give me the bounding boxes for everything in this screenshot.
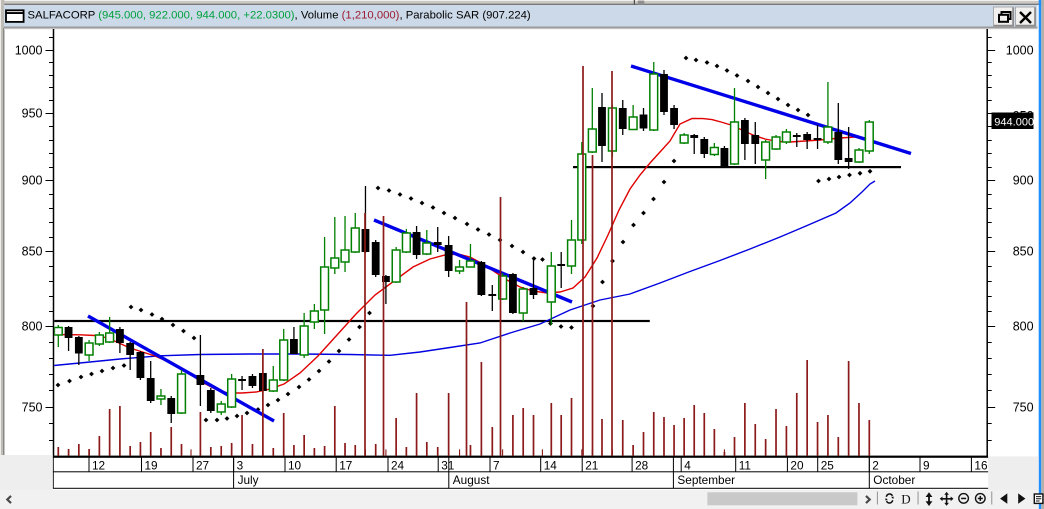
svg-text:July: July — [238, 473, 259, 487]
svg-text:27: 27 — [196, 458, 209, 472]
svg-text:October: October — [873, 473, 915, 487]
svg-text:900: 900 — [22, 174, 43, 188]
svg-text:3: 3 — [237, 458, 244, 472]
svg-text:D: D — [901, 491, 910, 506]
svg-text:21: 21 — [585, 458, 598, 472]
svg-text:800: 800 — [22, 320, 43, 334]
svg-text:24: 24 — [391, 458, 405, 472]
svg-text:4: 4 — [684, 458, 691, 472]
svg-text:September: September — [677, 473, 735, 487]
svg-text:14: 14 — [544, 458, 558, 472]
svg-text:17: 17 — [339, 458, 352, 472]
svg-text:16: 16 — [974, 458, 988, 472]
svg-text:SALFACORP (945.000, 922.000, 9: SALFACORP (945.000, 922.000, 944.000, +2… — [28, 9, 531, 21]
svg-text:19: 19 — [145, 458, 158, 472]
svg-text:10: 10 — [288, 458, 302, 472]
svg-text:25: 25 — [821, 458, 835, 472]
svg-text:750: 750 — [22, 401, 43, 415]
svg-text:11: 11 — [739, 458, 751, 472]
svg-text:31: 31 — [441, 458, 454, 472]
svg-text:850: 850 — [1013, 245, 1034, 259]
svg-text:1000: 1000 — [1006, 44, 1034, 58]
svg-text:850: 850 — [22, 245, 43, 259]
svg-text:950: 950 — [22, 107, 43, 121]
svg-text:800: 800 — [1013, 320, 1034, 334]
svg-text:2: 2 — [872, 458, 879, 472]
svg-text:20: 20 — [790, 458, 804, 472]
svg-text:12: 12 — [92, 458, 105, 472]
svg-text:August: August — [453, 473, 490, 487]
svg-text:900: 900 — [1013, 174, 1034, 188]
svg-text:7: 7 — [493, 458, 500, 472]
svg-text:944.000: 944.000 — [994, 116, 1034, 128]
svg-text:750: 750 — [1013, 401, 1034, 415]
svg-text:9: 9 — [923, 458, 930, 472]
svg-text:28: 28 — [635, 458, 649, 472]
svg-text:1000: 1000 — [15, 44, 43, 58]
